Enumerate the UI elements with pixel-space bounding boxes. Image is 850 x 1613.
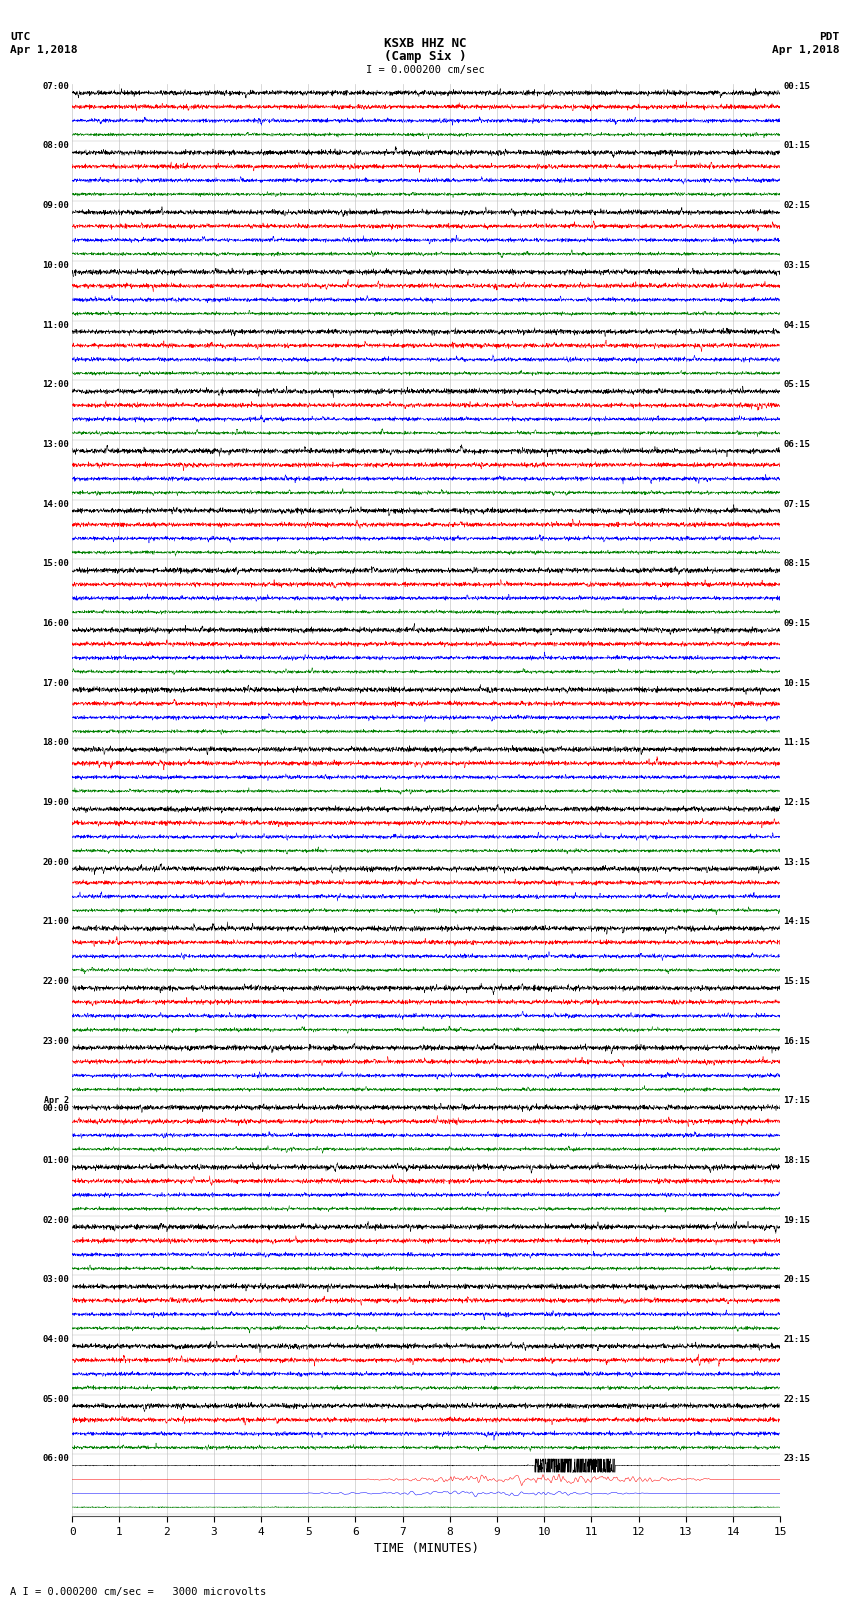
Text: PDT: PDT bbox=[819, 32, 840, 42]
Text: 21:00: 21:00 bbox=[42, 918, 70, 926]
Text: 12:00: 12:00 bbox=[42, 381, 70, 389]
Text: 00:15: 00:15 bbox=[783, 82, 810, 90]
Text: 19:15: 19:15 bbox=[783, 1216, 810, 1224]
Text: 13:15: 13:15 bbox=[783, 858, 810, 866]
Text: 22:15: 22:15 bbox=[783, 1395, 810, 1403]
Text: Apr 1,2018: Apr 1,2018 bbox=[773, 45, 840, 55]
Text: 06:00: 06:00 bbox=[42, 1455, 70, 1463]
Text: 16:00: 16:00 bbox=[42, 619, 70, 627]
Text: 14:00: 14:00 bbox=[42, 500, 70, 508]
Text: 18:15: 18:15 bbox=[783, 1157, 810, 1165]
Text: Apr 2: Apr 2 bbox=[44, 1097, 70, 1105]
Text: KSXB HHZ NC: KSXB HHZ NC bbox=[383, 37, 467, 50]
Text: Apr 1,2018: Apr 1,2018 bbox=[10, 45, 77, 55]
Text: 15:00: 15:00 bbox=[42, 560, 70, 568]
Text: 13:00: 13:00 bbox=[42, 440, 70, 448]
Text: 10:00: 10:00 bbox=[42, 261, 70, 269]
Text: 06:15: 06:15 bbox=[783, 440, 810, 448]
Text: 08:15: 08:15 bbox=[783, 560, 810, 568]
Text: I = 0.000200 cm/sec: I = 0.000200 cm/sec bbox=[366, 65, 484, 74]
Text: 16:15: 16:15 bbox=[783, 1037, 810, 1045]
Text: 22:00: 22:00 bbox=[42, 977, 70, 986]
X-axis label: TIME (MINUTES): TIME (MINUTES) bbox=[374, 1542, 479, 1555]
Text: 09:00: 09:00 bbox=[42, 202, 70, 210]
Text: 10:15: 10:15 bbox=[783, 679, 810, 687]
Text: 00:00: 00:00 bbox=[42, 1103, 70, 1113]
Text: 20:15: 20:15 bbox=[783, 1276, 810, 1284]
Text: UTC: UTC bbox=[10, 32, 31, 42]
Text: 05:00: 05:00 bbox=[42, 1395, 70, 1403]
Text: 11:00: 11:00 bbox=[42, 321, 70, 329]
Text: 18:00: 18:00 bbox=[42, 739, 70, 747]
Text: 17:15: 17:15 bbox=[783, 1097, 810, 1105]
Text: 11:15: 11:15 bbox=[783, 739, 810, 747]
Text: 09:15: 09:15 bbox=[783, 619, 810, 627]
Text: 01:00: 01:00 bbox=[42, 1157, 70, 1165]
Text: 07:00: 07:00 bbox=[42, 82, 70, 90]
Text: 04:15: 04:15 bbox=[783, 321, 810, 329]
Text: 05:15: 05:15 bbox=[783, 381, 810, 389]
Text: 08:00: 08:00 bbox=[42, 142, 70, 150]
Text: 19:00: 19:00 bbox=[42, 798, 70, 806]
Text: 01:15: 01:15 bbox=[783, 142, 810, 150]
Text: 17:00: 17:00 bbox=[42, 679, 70, 687]
Text: 03:15: 03:15 bbox=[783, 261, 810, 269]
Text: 03:00: 03:00 bbox=[42, 1276, 70, 1284]
Text: 23:00: 23:00 bbox=[42, 1037, 70, 1045]
Text: 07:15: 07:15 bbox=[783, 500, 810, 508]
Text: 14:15: 14:15 bbox=[783, 918, 810, 926]
Text: 02:15: 02:15 bbox=[783, 202, 810, 210]
Text: 20:00: 20:00 bbox=[42, 858, 70, 866]
Text: 23:15: 23:15 bbox=[783, 1455, 810, 1463]
Text: 15:15: 15:15 bbox=[783, 977, 810, 986]
Text: 12:15: 12:15 bbox=[783, 798, 810, 806]
Text: 02:00: 02:00 bbox=[42, 1216, 70, 1224]
Text: (Camp Six ): (Camp Six ) bbox=[383, 50, 467, 63]
Text: 04:00: 04:00 bbox=[42, 1336, 70, 1344]
Text: A I = 0.000200 cm/sec =   3000 microvolts: A I = 0.000200 cm/sec = 3000 microvolts bbox=[10, 1587, 266, 1597]
Text: 21:15: 21:15 bbox=[783, 1336, 810, 1344]
